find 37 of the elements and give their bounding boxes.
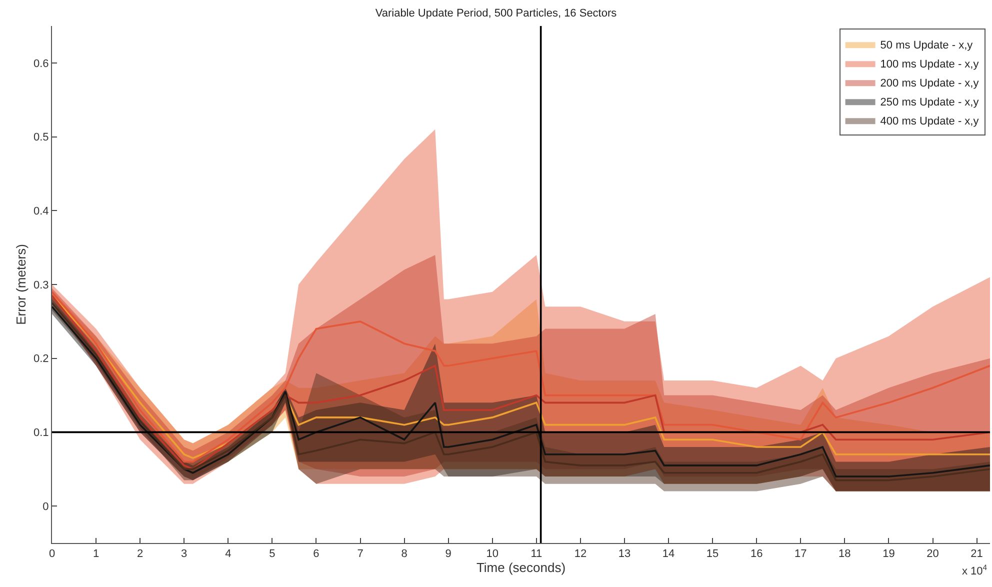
x-tick-label: 6 [313,548,320,560]
x-tick-label: 20 [926,548,939,560]
x-tick-label: 4 [225,548,232,560]
legend-label: 400 ms Update - x,y [880,115,980,128]
x-tick-label: 8 [401,548,408,560]
x-tick-label: 11 [530,548,542,560]
legend-label: 50 ms Update - x,y [880,39,974,52]
y-tick-label: 0.1 [34,427,49,440]
x-tick-label: 10 [486,548,499,560]
x-tick-label: 13 [618,548,631,560]
y-tick-label: 0.6 [34,58,49,70]
y-tick-label: 0.4 [34,205,49,218]
legend-label: 250 ms Update - x,y [880,96,980,108]
text: x 10$^{4}$ [962,563,988,578]
x-tick-label: 17 [794,548,807,560]
legend-label: 100 ms Update - x,y [880,58,980,70]
x-tick-label: 15 [706,548,719,560]
chart-title: Variable Update Period, 500 Particles, 16 Sectors [375,8,618,20]
legend-label: 200 ms Update - x,y [880,77,980,90]
x-tick-label: 1 [92,548,100,560]
x-tick-label: 19 [882,548,895,560]
x-tick-label: 2 [137,548,144,560]
x-tick-label: 7 [357,548,364,560]
y-axis-title: Error (meters) [13,244,28,325]
x-tick-label: 3 [181,548,188,560]
x-tick-label: 5 [269,548,276,560]
x-tick-label: 12 [574,548,587,560]
x-tick-label: 16 [750,548,763,560]
x-tick-label: 9 [445,548,452,560]
x-tick-label: 14 [662,548,675,560]
y-tick-label: 0.3 [34,279,49,292]
x-tick-label: 21 [970,548,983,560]
y-tick-label: 0 [42,500,49,513]
y-tick-label: 0.5 [34,132,49,144]
x-tick-label: 18 [838,548,851,560]
y-tick-label: 0.2 [34,353,49,366]
x-axis-title: Time (seconds) [476,560,566,576]
